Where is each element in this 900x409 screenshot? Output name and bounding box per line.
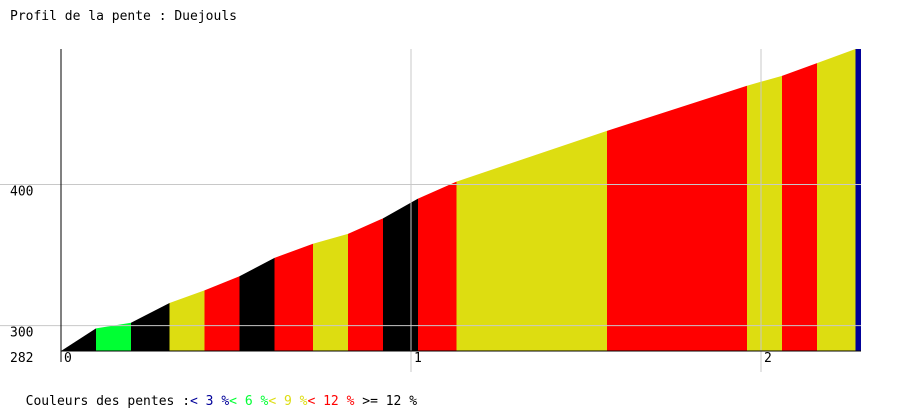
chart-title: Profil de la pente : Duejouls [10, 9, 237, 24]
slope-segment-3 [169, 290, 205, 351]
slope-segment-15 [817, 49, 856, 351]
slope-segment-1 [96, 322, 131, 351]
y-tick-label-1: 300 [10, 326, 33, 341]
slope-segment-11 [456, 130, 607, 351]
slope-segment-16 [855, 49, 861, 351]
legend-prefix: Couleurs des pentes : [25, 394, 191, 409]
y-tick-label-0: 282 [10, 351, 33, 366]
legend-item-lt6: < 6 % [229, 394, 269, 409]
slope-segment-14 [782, 63, 817, 351]
slope-segment-13 [747, 75, 782, 352]
slope-segment-7 [313, 233, 348, 351]
slope-segment-4 [204, 276, 240, 351]
legend-item-ge12: >= 12 % [354, 394, 418, 409]
slope-segment-6 [274, 243, 313, 351]
legend-item-lt9: < 9 % [268, 394, 308, 409]
slope-segment-12 [607, 85, 747, 351]
slope-segment-5 [239, 257, 275, 351]
slope-profile-chart: 0 1 2 282 300 400 [0, 49, 861, 372]
slope-segment-10 [418, 181, 457, 351]
legend-item-lt3: < 3 % [190, 394, 230, 409]
legend-item-lt12: < 12 % [307, 394, 355, 409]
x-tick-label-0: 0 [64, 351, 72, 366]
slope-color-legend: Couleurs des pentes :< 3 %< 6 %< 9 %< 12… [10, 379, 417, 409]
slope-segment-2 [131, 303, 170, 351]
y-tick-label-2: 400 [10, 184, 33, 199]
slope-segment-0 [61, 328, 96, 351]
x-tick-label-2: 2 [764, 351, 772, 366]
slope-segment-8 [348, 218, 383, 351]
slope-segment-9 [383, 198, 418, 351]
x-tick-label-1: 1 [414, 351, 422, 366]
